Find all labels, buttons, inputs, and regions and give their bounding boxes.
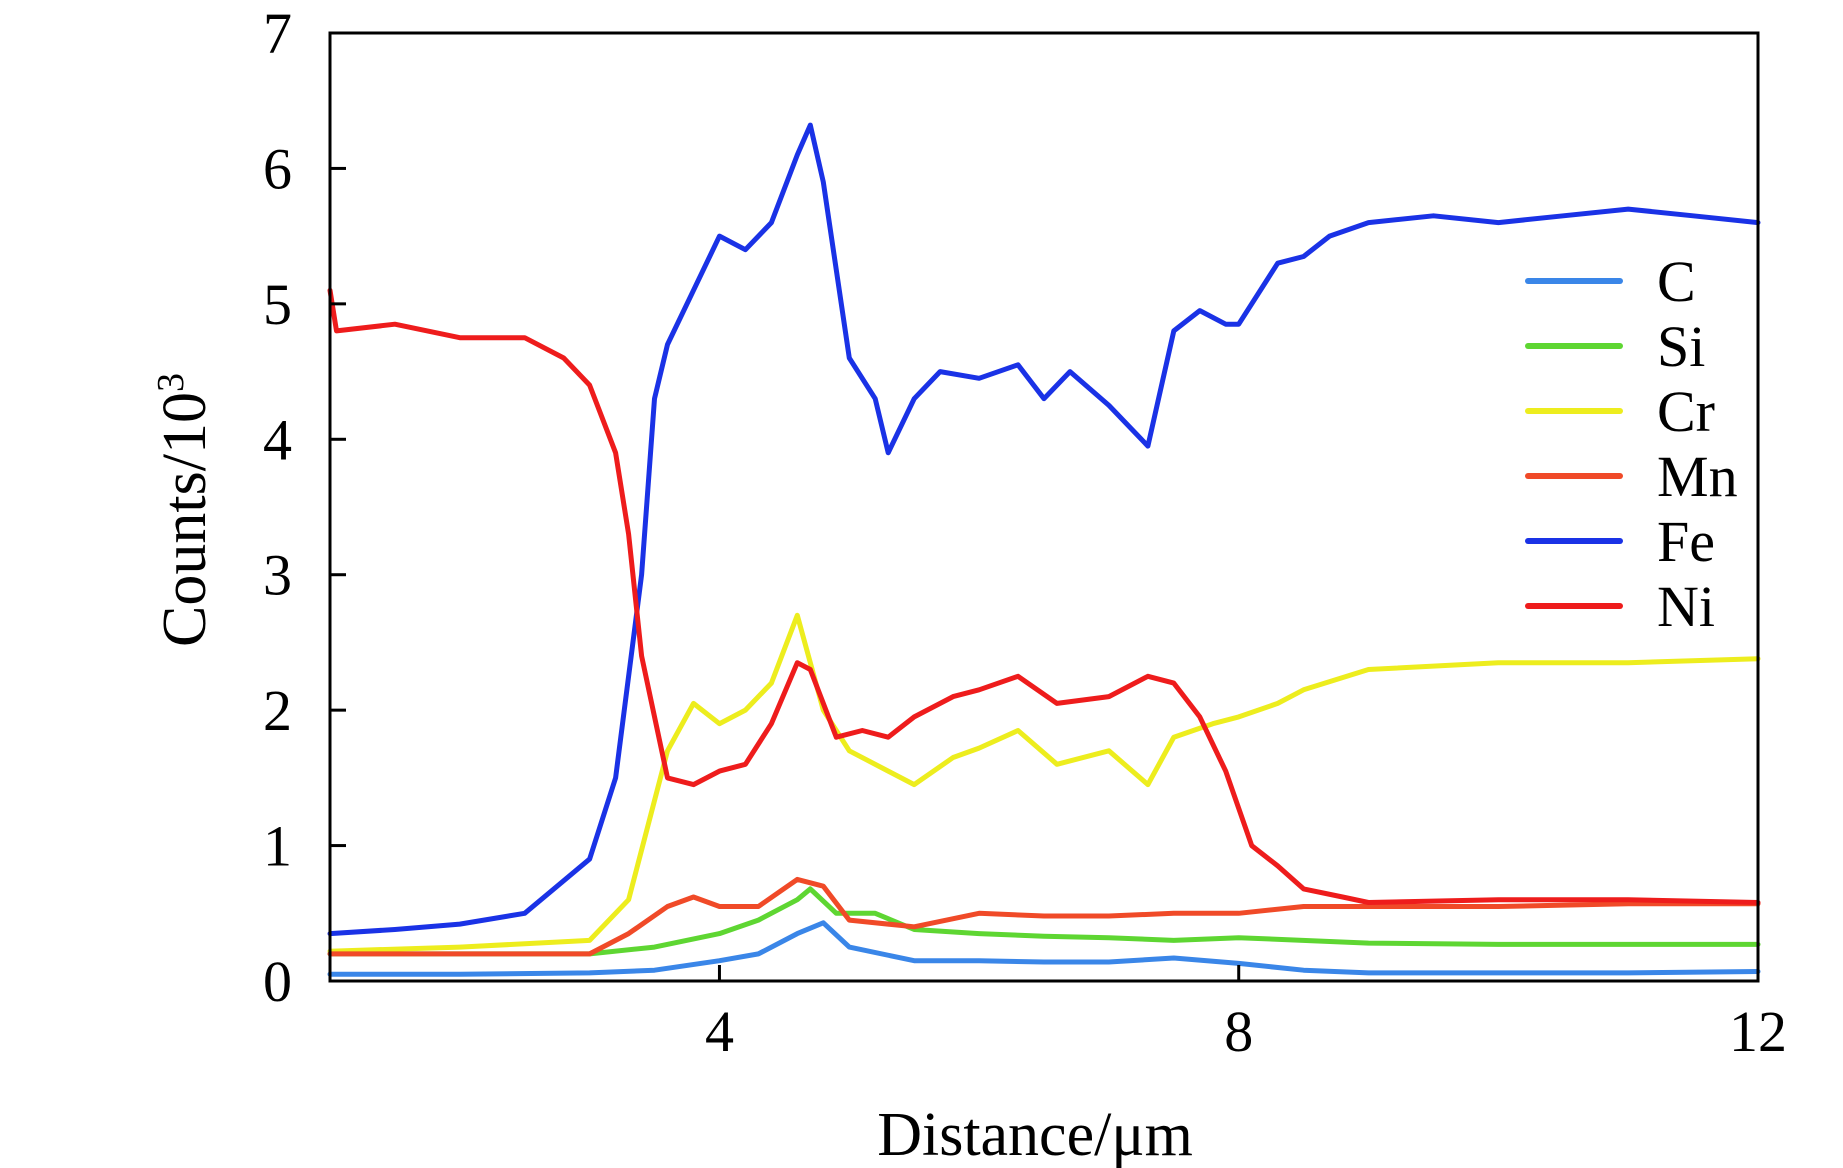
legend-label-c: C — [1657, 249, 1696, 314]
x-tick-label: 4 — [705, 999, 734, 1064]
series-line-ni — [327, 287, 1761, 905]
y-axis-label-main: Counts/10 — [151, 392, 219, 647]
y-tick-label: 6 — [263, 136, 292, 201]
y-tick-label: 1 — [263, 814, 292, 879]
y-tick-label: 0 — [263, 949, 292, 1014]
y-tick-label: 3 — [263, 543, 292, 608]
legend-label-mn: Mn — [1657, 444, 1738, 509]
series-layer — [327, 122, 1761, 977]
y-tick-label: 7 — [263, 1, 292, 66]
series-line-cr — [327, 612, 1761, 954]
series-line-c — [327, 920, 1761, 977]
plot-frame — [328, 31, 1760, 983]
legend-label-cr: Cr — [1657, 379, 1715, 444]
series-line-si — [327, 886, 1761, 957]
y-axis-label: Counts/103 — [150, 373, 219, 647]
plot-area — [330, 33, 1758, 981]
legend-label-fe: Fe — [1657, 509, 1715, 574]
y-tick-label: 5 — [263, 272, 292, 337]
legend-label-si: Si — [1657, 314, 1705, 379]
series-line-mn — [327, 876, 1761, 957]
y-axis-label-superscript: 3 — [150, 373, 192, 392]
legend-label-ni: Ni — [1657, 574, 1715, 639]
y-tick-label: 4 — [263, 407, 292, 472]
series-line-fe — [327, 122, 1761, 937]
x-tick-label: 8 — [1224, 999, 1253, 1064]
y-tick-label: 2 — [263, 678, 292, 743]
x-tick-label: 12 — [1729, 999, 1787, 1064]
x-axis-label: Distance/μm — [877, 1101, 1193, 1168]
